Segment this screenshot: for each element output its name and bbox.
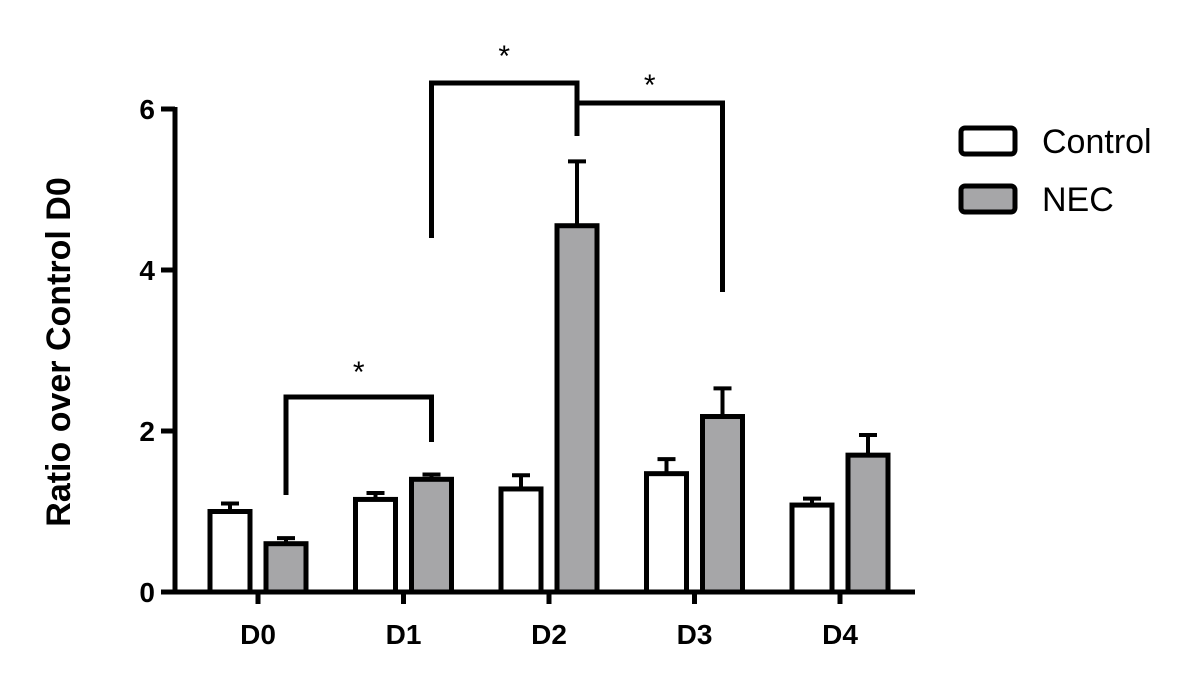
legend: Control NEC: [958, 123, 1152, 219]
y-tick-label: 4: [139, 255, 155, 286]
bar: [554, 223, 600, 595]
legend-label: NEC: [1042, 181, 1114, 219]
x-tick-label: D2: [531, 619, 567, 650]
y-axis-title: Ratio over Control D0: [40, 177, 78, 526]
x-tick-label: D0: [240, 619, 276, 650]
bar: [700, 414, 745, 595]
bar: [207, 509, 253, 595]
bar: [644, 471, 689, 595]
error-bars: [221, 159, 877, 544]
legend-swatch: [958, 125, 1018, 157]
bar: [409, 476, 454, 595]
x-tick-label: D1: [386, 619, 422, 650]
y-tick-label: 0: [139, 577, 155, 608]
y-tick-label: 2: [139, 416, 155, 447]
bar: [498, 486, 544, 595]
y-tick-label: 6: [139, 94, 155, 125]
bars: [207, 223, 891, 595]
x-tick-label: D3: [677, 619, 713, 650]
bar: [353, 496, 398, 595]
legend-swatch: [958, 183, 1018, 215]
significance-brackets: * * *: [283, 40, 725, 495]
axes: 0 2 4 6 D0 D1 D2 D3 D4 Ratio over Control D0: [40, 94, 915, 650]
bar: [263, 541, 309, 595]
bar: [789, 502, 835, 595]
significance-bracket: [574, 100, 725, 292]
x-tick-label: D4: [822, 619, 858, 650]
legend-label: Control: [1042, 123, 1152, 161]
significance-label: *: [498, 40, 510, 73]
significance-bracket: [283, 394, 434, 495]
bar: [845, 452, 891, 595]
significance-label: *: [353, 356, 365, 389]
significance-label: *: [644, 69, 656, 102]
significance-bracket: [429, 80, 580, 238]
